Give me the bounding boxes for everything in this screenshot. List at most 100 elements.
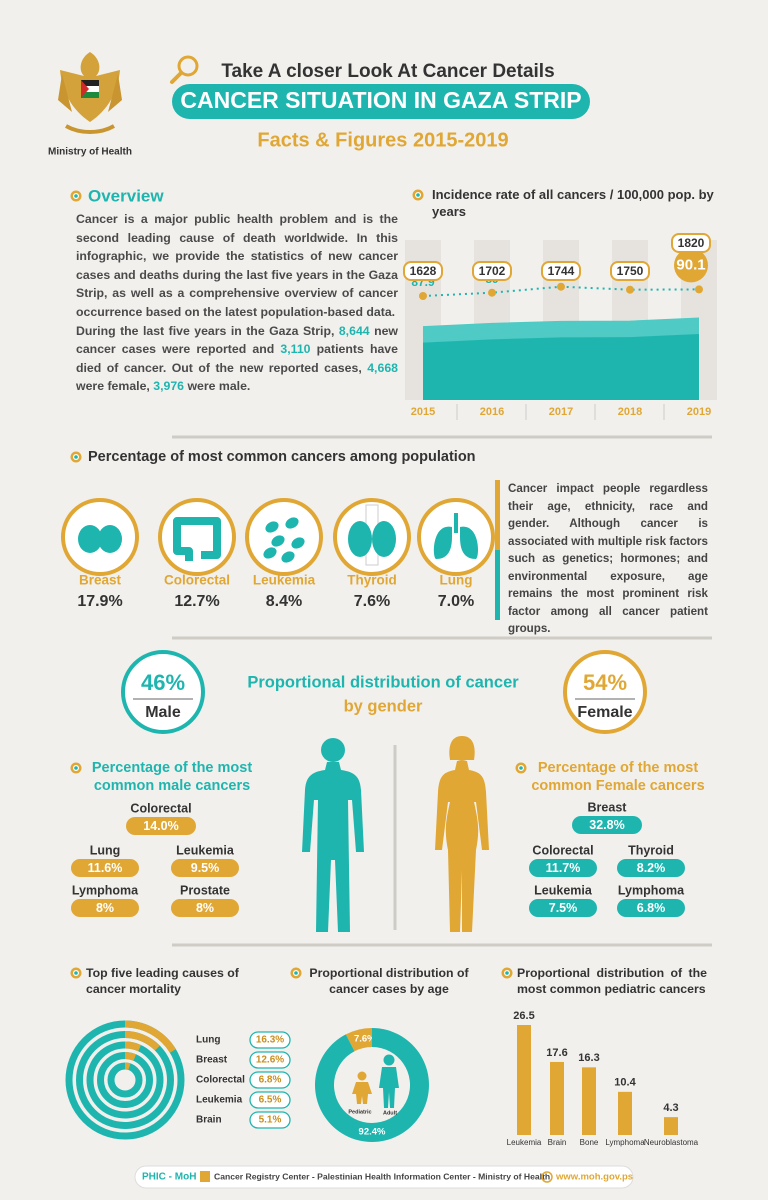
value-pill (529, 899, 597, 917)
rate-point (488, 288, 496, 297)
icon (265, 521, 279, 533)
icon-ring (417, 498, 495, 576)
title: CANCER SITUATION IN GAZA STRIP (180, 87, 581, 113)
cancer-value: 12.7% (174, 593, 219, 610)
chart-title: Proportional distribution of cancer case… (309, 966, 469, 996)
age-category: Adult (383, 1110, 397, 1116)
rate-point (419, 292, 427, 300)
highlight-number: 4,668 (367, 360, 398, 375)
icon (379, 1067, 399, 1108)
section-heading: Percentage of most common cancers among … (88, 449, 476, 465)
footer-brand: PHIC - MoH (142, 1172, 196, 1183)
gender-label: Female (577, 704, 632, 721)
cancer-value: 14.0% (143, 819, 178, 833)
icon-ring (158, 498, 236, 576)
cancer-value: 11.7% (546, 861, 581, 875)
rate-label: 90.1 (676, 256, 705, 273)
value-pill (617, 859, 685, 877)
icon (383, 1054, 395, 1066)
value-pill (249, 1111, 291, 1129)
ring-arc (124, 1062, 131, 1071)
cancer-value: 8% (196, 901, 214, 915)
cancer-value: 7.0% (438, 593, 474, 610)
cancer-value: 17.9% (77, 593, 122, 610)
ring-value: 5.1% (259, 1115, 282, 1126)
overview-heading: Overview (88, 186, 164, 205)
gender-value: 46% (141, 670, 185, 695)
cancer-name: Lung (90, 843, 121, 857)
bar (582, 1067, 596, 1135)
highlight-number: 8,644 (338, 323, 370, 338)
footer-icon (200, 1171, 210, 1182)
cancer-name: Colorectal (164, 573, 230, 588)
gender-value: 54% (583, 670, 627, 695)
ring-arc (124, 1031, 160, 1051)
bar (618, 1091, 632, 1135)
area-line (422, 317, 700, 328)
bar-value: 10.4 (614, 1077, 636, 1089)
ring-label: Colorectal (196, 1075, 245, 1086)
x-tick-label: Bone (580, 1138, 599, 1147)
text-run: were female, (76, 379, 154, 394)
bar (550, 1061, 564, 1135)
cancer-value: 8.4% (266, 593, 302, 610)
female-figure (435, 736, 489, 932)
cancer-name: Colorectal (130, 801, 191, 815)
icon (173, 517, 221, 561)
subtitle: Facts & Figures 2015-2019 (257, 129, 508, 151)
cancer-value: 9.5% (191, 861, 220, 875)
icon (98, 525, 122, 553)
icon (348, 521, 372, 557)
rate-bubble (674, 248, 708, 283)
gender-ring (121, 650, 205, 734)
case-label: 1628 (410, 264, 437, 278)
ring-value: 6.8% (259, 1075, 282, 1086)
cancer-value: 7.5% (549, 901, 578, 915)
overview-paragraph: During the last five years in the Gaza S… (76, 322, 398, 396)
chart-title: Incidence rate of all cancers / 100,000 … (432, 187, 714, 219)
case-label: 1702 (479, 264, 506, 278)
highlight-number: 3,110 (280, 342, 311, 357)
rate-point (557, 282, 565, 291)
cancer-name: Prostate (180, 883, 230, 897)
case-label: 1750 (617, 264, 644, 278)
icon (263, 547, 277, 559)
globe-icon (541, 1171, 553, 1183)
area-fill-dark (423, 334, 699, 400)
icon (271, 535, 285, 547)
text-run: patients have died of cancer. Out of the… (76, 342, 398, 375)
value-pill (171, 859, 239, 877)
bar-value: 4.3 (663, 1102, 678, 1114)
emblem (58, 52, 122, 134)
cancer-name: Leukemia (176, 843, 235, 857)
bar-value: 26.5 (513, 1010, 534, 1022)
value-pill (249, 1091, 291, 1109)
icon (357, 1071, 367, 1081)
cancer-value: 8% (96, 901, 114, 915)
ring-arc (124, 1052, 137, 1061)
case-box (671, 233, 711, 253)
cancer-name: Lymphoma (618, 883, 685, 897)
footer-pill (134, 1165, 634, 1189)
gender-ring (563, 650, 647, 734)
age-category: Pediatric (348, 1109, 371, 1115)
heading-dot-core (74, 971, 78, 975)
bar-value: 16.3 (578, 1052, 599, 1064)
ministry-label: Ministry of Health (48, 147, 132, 158)
highlight-number: 3,976 (153, 379, 185, 394)
x-tick-label: Brain (548, 1138, 567, 1147)
x-tick-label: Neuroblastoma (644, 1138, 699, 1147)
heading-dot-core (74, 194, 78, 198)
icon (352, 1082, 372, 1104)
case-box (541, 261, 581, 281)
overview-text: Cancer is a major public health problem … (76, 210, 398, 396)
x-tick-label: 2015 (411, 406, 435, 418)
x-tick-label: 2017 (549, 406, 573, 418)
cancer-name: Breast (79, 573, 122, 588)
value-pill (249, 1071, 291, 1089)
value-pill (71, 859, 139, 877)
icon (281, 551, 295, 563)
cancer-name: Thyroid (628, 843, 674, 857)
